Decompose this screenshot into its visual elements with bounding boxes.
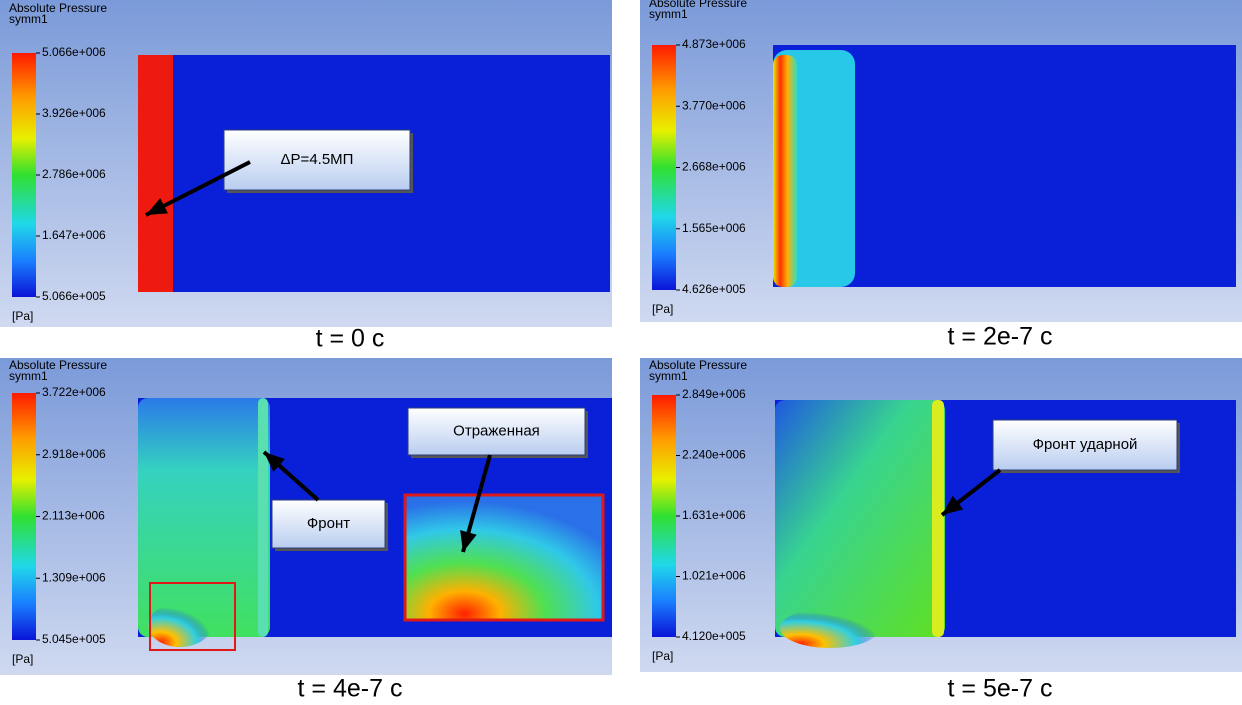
legend-unit: [Pa] [12, 652, 33, 666]
colorbar-label: 3.722e+006 [42, 385, 106, 399]
colorbar-label: 3.770e+006 [682, 98, 746, 112]
colorbar-label: 1.309e+006 [42, 570, 106, 584]
legend-unit: [Pa] [12, 309, 33, 323]
legend-subtitle: symm1 [649, 7, 688, 21]
front [258, 398, 268, 637]
expansion-zone [138, 398, 270, 637]
hot-band [773, 55, 797, 287]
colorbar-label: 4.873e+006 [682, 37, 746, 51]
colorbar-label: 2.113e+006 [42, 509, 105, 523]
colorbar-label: 2.849e+006 [682, 387, 746, 401]
figure: 5.066e+006 3.926e+006 2.786e+006 1.647e+006… [0, 0, 1242, 705]
colorbar-label: 2.786e+006 [42, 167, 106, 181]
colorbar [12, 53, 36, 297]
reflection [148, 603, 212, 647]
legend-unit: [Pa] [652, 302, 673, 316]
colorbar [652, 45, 676, 290]
inset [405, 495, 603, 620]
caption: t = 5e-7 c [948, 675, 1053, 703]
legend-unit: [Pa] [652, 649, 673, 663]
colorbar-label: 5.066e+005 [42, 289, 106, 303]
colorbar-label: 5.066e+006 [42, 45, 106, 59]
caption: t = 4e-7 c [298, 675, 403, 703]
caption: t = 0 c [316, 325, 385, 353]
colorbar-label: 4.120e+005 [682, 629, 746, 643]
colorbar-label: 1.021e+006 [682, 569, 746, 583]
expansion-zone [775, 400, 945, 637]
colorbar-label: 1.647e+006 [42, 228, 106, 242]
reflection [780, 608, 880, 648]
colorbar [652, 395, 676, 637]
colorbar-label: 2.668e+006 [682, 160, 746, 174]
colorbar-label: 5.045e+005 [42, 632, 106, 646]
high-pressure-zone [138, 55, 173, 292]
colorbar [12, 393, 36, 640]
legend-subtitle: symm1 [9, 12, 48, 26]
annotation-label: ΔP=4.5МП [281, 151, 354, 168]
colorbar-label: 2.240e+006 [682, 448, 746, 462]
annotation-label: Фронт [307, 515, 350, 532]
colorbar-label: 4.626e+005 [682, 282, 746, 296]
caption: t = 2e-7 c [948, 323, 1053, 351]
colorbar-label: 3.926e+006 [42, 106, 106, 120]
legend-subtitle: symm1 [649, 369, 688, 383]
colorbar-label: 1.565e+006 [682, 221, 746, 235]
annotation-label: Отраженная [453, 422, 540, 439]
colorbar-label: 2.918e+006 [42, 447, 106, 461]
annotation-label: Фронт ударной [1033, 436, 1138, 453]
colorbar-label: 1.631e+006 [682, 508, 746, 522]
legend-subtitle: symm1 [9, 369, 48, 383]
front [932, 400, 944, 637]
